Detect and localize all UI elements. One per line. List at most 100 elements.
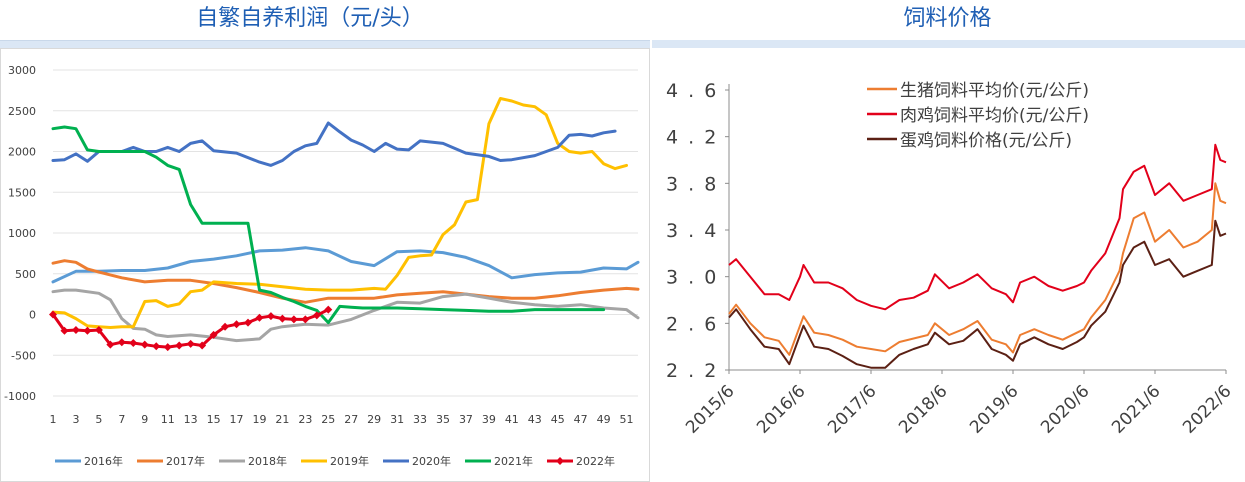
x-tick-label: 47 xyxy=(574,413,588,426)
data-point-marker xyxy=(71,325,80,334)
legend-label: 肉鸡饲料平均价(元/公斤) xyxy=(900,106,1089,126)
legend-label: 蛋鸡饲料价格(元/公斤) xyxy=(900,131,1072,151)
y-tick-label: 500 xyxy=(15,268,36,281)
data-point-marker xyxy=(301,315,310,324)
x-tick-label: 39 xyxy=(482,413,496,426)
data-point-marker xyxy=(266,312,275,321)
right-title-rule xyxy=(652,40,1245,48)
x-tick-label: 51 xyxy=(620,413,634,426)
y-tick-label: -1000 xyxy=(4,390,36,403)
series-line-2018年 xyxy=(51,288,640,343)
x-tick-label: 1 xyxy=(50,413,57,426)
x-tick-label: 41 xyxy=(505,413,519,426)
legend-label: 2020年 xyxy=(412,454,451,468)
x-tick-label: 43 xyxy=(528,413,542,426)
x-tick-label: 21 xyxy=(275,413,289,426)
y-tick-label: 2 . 2 xyxy=(666,360,718,382)
series-line-2016年 xyxy=(51,246,640,284)
legend-label: 2019年 xyxy=(330,454,369,468)
data-point-marker xyxy=(209,330,218,339)
x-tick-label: 2022/6 xyxy=(1179,381,1235,437)
series-line-2021年 xyxy=(51,125,606,325)
series-line-蛋鸡饲料价格(元/公斤) xyxy=(728,219,1227,369)
y-tick-label: 4 . 2 xyxy=(666,127,718,149)
y-tick-label: 3 . 8 xyxy=(666,173,718,195)
y-tick-label: -500 xyxy=(11,349,36,362)
x-tick-label: 27 xyxy=(344,413,358,426)
x-tick-label: 45 xyxy=(551,413,565,426)
series-line-2020年 xyxy=(51,121,617,167)
x-tick-label: 33 xyxy=(413,413,427,426)
legend-label: 生猪饲料平均价(元/公斤) xyxy=(900,81,1089,101)
x-tick-label: 23 xyxy=(298,413,312,426)
x-tick-label: 11 xyxy=(161,413,175,426)
x-tick-label: 31 xyxy=(390,413,404,426)
right-chart-title: 饲料价格 xyxy=(903,6,992,31)
y-tick-label: 1500 xyxy=(8,186,36,199)
feed-price-chart: 4 . 6 4 . 2 3 . 8 3 . 4 3 . 0 2 . 6 2 . 22015/… xyxy=(666,80,1236,438)
x-tick-label: 29 xyxy=(367,413,381,426)
x-tick-label: 25 xyxy=(321,413,335,426)
y-tick-label: 2500 xyxy=(8,105,36,118)
legend-label: 2018年 xyxy=(248,454,287,468)
x-tick-label: 9 xyxy=(141,413,148,426)
series-line-生猪饲料平均价(元/公斤) xyxy=(728,182,1227,356)
data-point-marker xyxy=(163,343,172,352)
data-point-marker xyxy=(140,340,149,349)
x-tick-label: 2017/6 xyxy=(824,381,880,437)
x-tick-label: 2020/6 xyxy=(1037,381,1093,437)
x-tick-label: 37 xyxy=(459,413,473,426)
series-line-2017年 xyxy=(51,259,640,304)
data-point-marker xyxy=(83,326,92,335)
data-point-marker xyxy=(232,320,241,329)
data-point-marker xyxy=(278,314,287,323)
legend-label: 2017年 xyxy=(166,454,205,468)
y-tick-label: 3 . 0 xyxy=(666,267,718,289)
data-point-marker xyxy=(186,339,195,348)
x-tick-label: 2015/6 xyxy=(682,381,738,437)
data-point-marker xyxy=(221,322,230,331)
legend-label: 2022年 xyxy=(576,454,615,468)
left-chart-title: 自繁自养利润（元/头） xyxy=(196,6,424,31)
x-tick-label: 2019/6 xyxy=(966,381,1022,437)
series-line-肉鸡饲料平均价(元/公斤) xyxy=(728,143,1227,311)
data-point-marker xyxy=(312,311,321,320)
y-tick-label: 2 . 6 xyxy=(666,313,718,335)
plot-frame xyxy=(0,48,650,482)
data-point-marker xyxy=(198,341,207,350)
data-point-marker xyxy=(255,313,264,322)
x-tick-label: 19 xyxy=(252,413,266,426)
x-tick-label: 35 xyxy=(436,413,450,426)
legend-label: 2021年 xyxy=(494,454,533,468)
data-point-marker xyxy=(60,326,69,335)
y-tick-label: 4 . 6 xyxy=(666,80,718,102)
data-point-marker xyxy=(49,310,57,319)
data-point-marker xyxy=(152,342,161,351)
data-point-marker xyxy=(175,341,184,350)
data-point-marker xyxy=(106,340,115,349)
data-point-marker xyxy=(324,305,333,314)
legend-label: 2016年 xyxy=(84,454,123,468)
x-tick-label: 2016/6 xyxy=(753,381,809,437)
x-tick-label: 3 xyxy=(72,413,79,426)
x-tick-label: 13 xyxy=(184,413,198,426)
y-tick-label: 3000 xyxy=(8,64,36,77)
data-point-marker xyxy=(129,339,138,348)
x-tick-label: 17 xyxy=(230,413,244,426)
x-tick-label: 2018/6 xyxy=(895,381,951,437)
y-tick-label: 1000 xyxy=(8,227,36,240)
data-point-marker xyxy=(117,338,126,347)
x-tick-label: 7 xyxy=(118,413,125,426)
data-point-marker xyxy=(289,315,298,324)
data-point-marker xyxy=(94,325,103,334)
y-tick-label: 0 xyxy=(29,309,36,322)
x-tick-label: 15 xyxy=(207,413,221,426)
legend-marker xyxy=(556,457,564,465)
x-tick-label: 49 xyxy=(597,413,611,426)
y-tick-label: 3 . 4 xyxy=(666,220,718,242)
series-line-2019年 xyxy=(51,97,628,329)
x-tick-label: 2021/6 xyxy=(1108,381,1164,437)
y-tick-label: 2000 xyxy=(8,146,36,159)
x-tick-label: 5 xyxy=(95,413,102,426)
